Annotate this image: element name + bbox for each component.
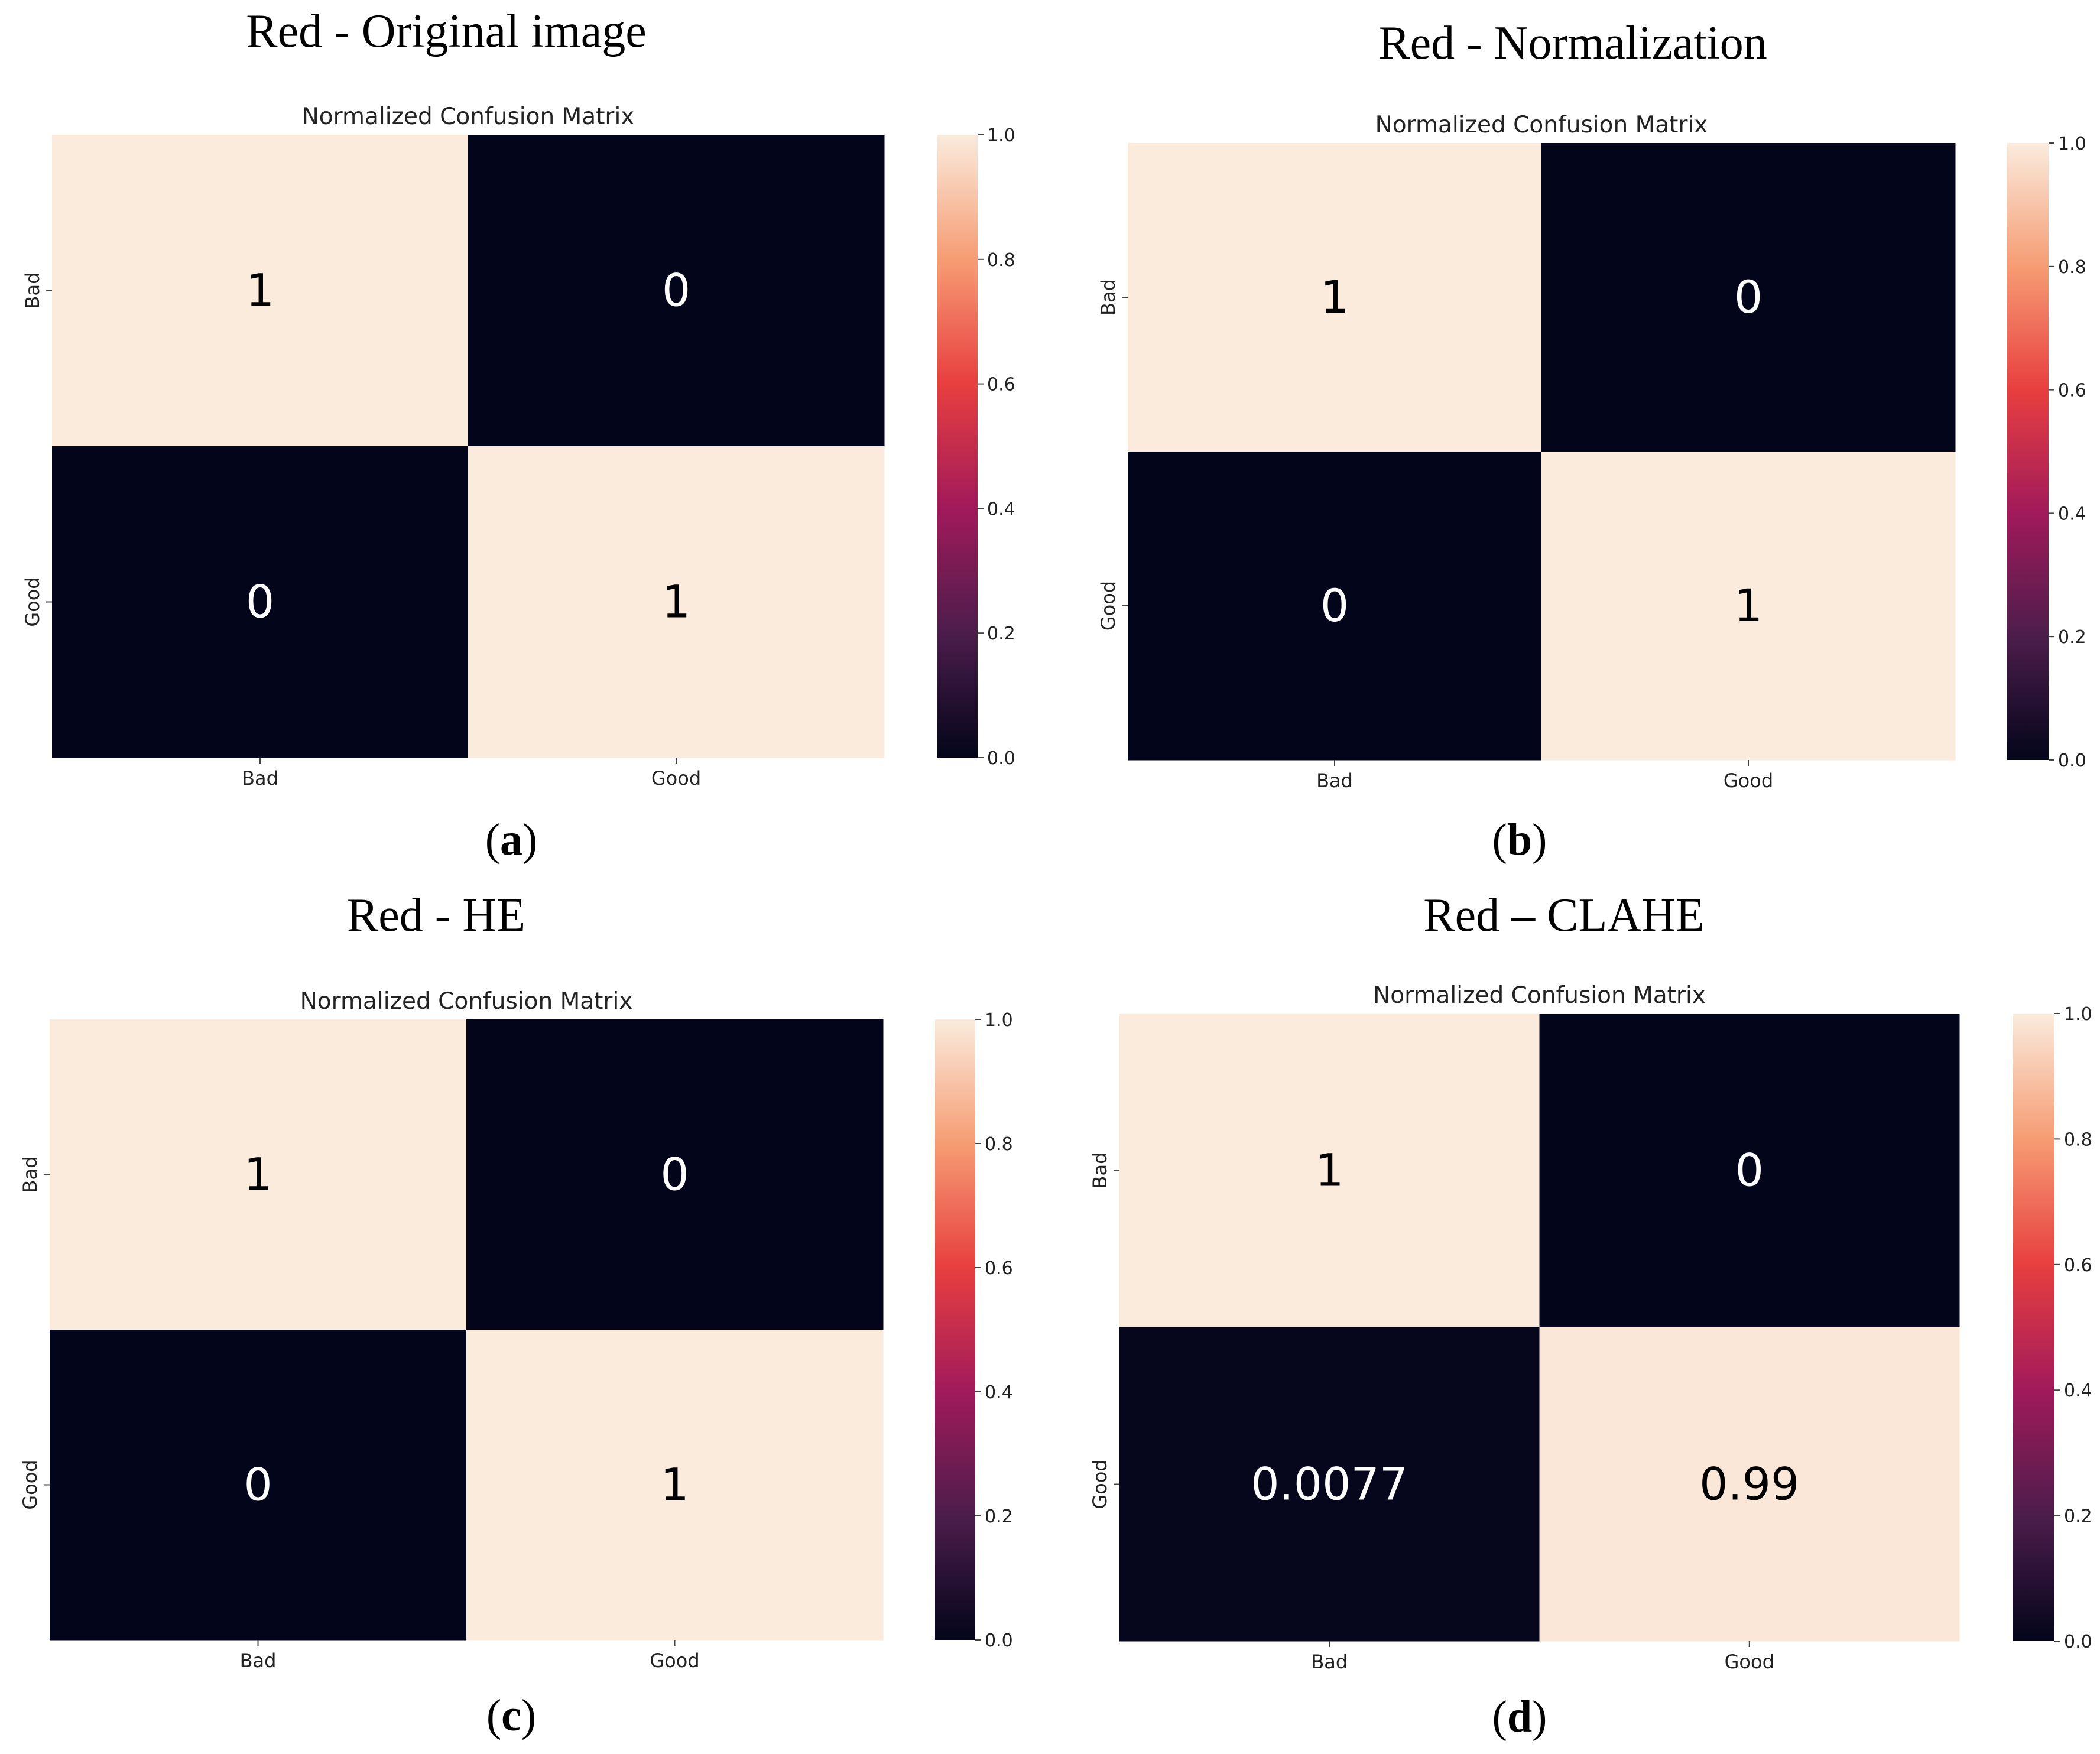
panel-b: Red - Normalization Normalized Confusion… bbox=[1050, 0, 2100, 875]
panel-c: Red - HE Normalized Confusion Matrix 1 0 0 1… bbox=[0, 875, 1050, 1754]
heatmap-chart: Normalized Confusion Matrix 1 0 0.0077 0.99 B… bbox=[1089, 982, 2092, 1673]
chart-title: Normalized Confusion Matrix bbox=[1375, 112, 1708, 138]
panel-label: (c) bbox=[486, 1691, 537, 1740]
y-tick-label: Good bbox=[1089, 1459, 1111, 1509]
y-tick-label: Good bbox=[1097, 581, 1119, 631]
cell-annotation: 0 bbox=[1320, 579, 1349, 632]
colorbar-tick-label: 1.0 bbox=[987, 125, 1015, 146]
heatmap-chart: Normalized Confusion Matrix 1 0 0 1 Bad Good Ba… bbox=[19, 988, 1013, 1672]
colorbar bbox=[2007, 143, 2049, 760]
panel-a: Red - Original image Normalized Confusio… bbox=[0, 0, 1050, 875]
heatmap-cell bbox=[466, 1019, 884, 1330]
colorbar-tick-label: 0.4 bbox=[2058, 504, 2086, 524]
colorbar-tick-label: 0.4 bbox=[985, 1382, 1013, 1403]
x-tick-label: Good bbox=[651, 767, 701, 790]
colorbar-tick-label: 1.0 bbox=[2058, 134, 2086, 154]
cell-annotation: 1 bbox=[244, 1148, 272, 1201]
y-tick-label: Bad bbox=[19, 1157, 41, 1193]
cell-annotation: 1 bbox=[662, 576, 690, 628]
panel-label: (a) bbox=[485, 815, 538, 865]
colorbar-tick-label: 0.2 bbox=[2058, 627, 2086, 648]
chart-title: Normalized Confusion Matrix bbox=[302, 103, 635, 130]
heatmap-cell bbox=[50, 1330, 467, 1641]
x-tick-label: Good bbox=[1725, 1651, 1774, 1673]
cell-annotation: 1 bbox=[1315, 1144, 1343, 1197]
y-tick-label: Bad bbox=[21, 272, 44, 309]
cell-annotation: 0 bbox=[1735, 1144, 1764, 1197]
panel-label: (b) bbox=[1492, 815, 1547, 865]
y-tick-label: Good bbox=[19, 1460, 41, 1509]
panel-label: (d) bbox=[1492, 1692, 1547, 1742]
x-tick-label: Bad bbox=[240, 1649, 277, 1672]
colorbar-tick-label: 0.4 bbox=[2064, 1381, 2092, 1401]
panel-title: Red - Original image bbox=[246, 5, 647, 57]
colorbar-tick-label: 0.2 bbox=[2064, 1506, 2092, 1527]
y-tick-label: Bad bbox=[1097, 279, 1119, 316]
colorbar-tick-label: 0.2 bbox=[985, 1506, 1013, 1527]
heatmap-cell bbox=[1119, 1014, 1540, 1328]
colorbar-tick-label: 0.8 bbox=[987, 250, 1015, 271]
heatmap-cell bbox=[1541, 143, 1956, 452]
x-tick-label: Bad bbox=[1316, 769, 1353, 792]
cell-annotation: 0.0077 bbox=[1251, 1458, 1408, 1511]
colorbar-tick-label: 0.8 bbox=[2058, 257, 2086, 278]
cell-annotation: 1 bbox=[660, 1459, 689, 1511]
colorbar-tick-label: 0.6 bbox=[987, 375, 1015, 395]
heatmap-cell bbox=[1128, 452, 1542, 761]
colorbar-tick-label: 0.0 bbox=[2064, 1632, 2092, 1652]
cell-annotation: 0 bbox=[660, 1148, 689, 1201]
colorbar bbox=[2013, 1014, 2054, 1641]
x-tick-label: Good bbox=[1724, 769, 1773, 792]
heatmap-cell bbox=[468, 135, 885, 447]
heatmap-cell bbox=[1539, 1014, 1960, 1328]
colorbar-tick-label: 0.0 bbox=[987, 748, 1015, 769]
colorbar-tick-label: 0.6 bbox=[2064, 1255, 2092, 1276]
x-tick-label: Good bbox=[650, 1649, 699, 1672]
heatmap-chart: Normalized Confusion Matrix 1 0 0 1 Bad Good Ba… bbox=[1097, 112, 2086, 792]
y-tick-label: Good bbox=[21, 577, 44, 626]
cell-annotation: 1 bbox=[1734, 579, 1763, 632]
cell-annotation: 1 bbox=[246, 264, 274, 317]
colorbar-tick-label: 0.6 bbox=[2058, 381, 2086, 401]
colorbar-tick-label: 0.6 bbox=[985, 1258, 1013, 1279]
panel-title: Red - Normalization bbox=[1378, 17, 1767, 69]
cell-annotation: 0.99 bbox=[1699, 1458, 1799, 1511]
colorbar-tick-label: 1.0 bbox=[2064, 1004, 2092, 1025]
cell-annotation: 0 bbox=[246, 576, 274, 628]
panel-title: Red - HE bbox=[346, 889, 526, 941]
colorbar-tick-label: 1.0 bbox=[985, 1010, 1013, 1031]
colorbar-tick-label: 0.0 bbox=[985, 1630, 1013, 1651]
colorbar-tick-label: 0.8 bbox=[985, 1134, 1013, 1155]
heatmap-cell bbox=[52, 135, 469, 447]
cell-annotation: 0 bbox=[662, 264, 690, 317]
colorbar-tick-label: 0.4 bbox=[987, 499, 1015, 519]
chart-title: Normalized Confusion Matrix bbox=[1373, 982, 1706, 1009]
heatmap-cell bbox=[468, 446, 885, 758]
cell-annotation: 0 bbox=[1734, 271, 1763, 323]
colorbar-tick-label: 0.2 bbox=[987, 623, 1015, 644]
heatmap-cell bbox=[1119, 1327, 1540, 1642]
y-tick-label: Bad bbox=[1089, 1152, 1111, 1189]
heatmap-cell bbox=[466, 1330, 884, 1641]
cell-annotation: 1 bbox=[1320, 271, 1349, 323]
heatmap-cell bbox=[50, 1019, 467, 1330]
colorbar bbox=[937, 135, 978, 758]
x-tick-label: Bad bbox=[1311, 1651, 1348, 1673]
colorbar bbox=[935, 1019, 975, 1640]
colorbar-tick-label: 0.8 bbox=[2064, 1129, 2092, 1150]
heatmap-cell bbox=[1128, 143, 1542, 452]
cell-annotation: 0 bbox=[244, 1459, 272, 1511]
chart-title: Normalized Confusion Matrix bbox=[300, 988, 633, 1015]
heatmap-chart: Normalized Confusion Matrix 1 0 0 1 Bad Good Ba… bbox=[21, 103, 1015, 790]
panel-d: Red – CLAHE Normalized Confusion Matrix 1… bbox=[1050, 875, 2100, 1754]
heatmap-cell bbox=[1539, 1327, 1960, 1642]
x-tick-label: Bad bbox=[242, 767, 278, 790]
panel-title: Red – CLAHE bbox=[1423, 889, 1705, 941]
colorbar-tick-label: 0.0 bbox=[2058, 751, 2086, 771]
heatmap-cell bbox=[1541, 452, 1956, 761]
heatmap-cell bbox=[52, 446, 469, 758]
